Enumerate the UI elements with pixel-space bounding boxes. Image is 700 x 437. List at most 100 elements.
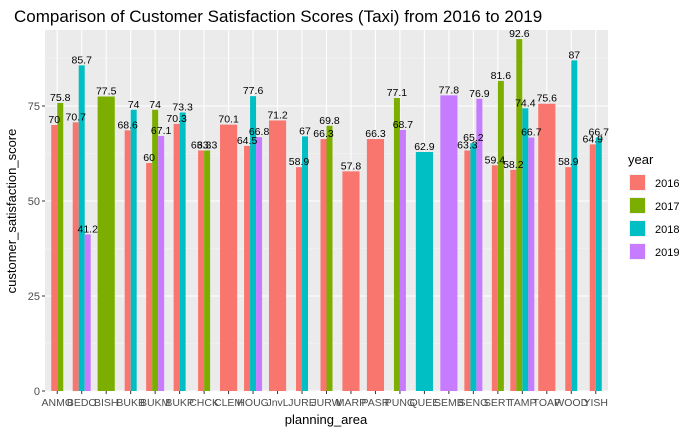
data-label: 66.8 (249, 126, 270, 138)
bar-CLEM-2016 (220, 124, 238, 392)
bar-BEDO-2016 (72, 122, 79, 391)
x-tick-label: JnvL (266, 397, 288, 409)
bar-WOOD-2018 (571, 60, 578, 392)
x-tick-label: SERT (484, 397, 512, 409)
bar-YISH-2016 (589, 144, 596, 391)
bar-SERT-2017 (497, 80, 504, 392)
y-axis: 0 25 50 75 (28, 101, 45, 398)
x-tick-label: QUEE (410, 397, 440, 409)
data-label: 75.6 (537, 93, 558, 105)
bar-HOUG-2019 (256, 137, 263, 391)
bar-BUKM-2017 (152, 109, 159, 392)
bar-SENG-2018 (470, 143, 477, 391)
legend: year 2016 2017 2018 2019 (628, 152, 679, 260)
x-tick-label: CLEM (214, 397, 243, 409)
data-label: 77.1 (387, 87, 408, 99)
bar-BISH-2017 (97, 96, 115, 391)
bar-PUNG-2019 (399, 129, 406, 391)
y-tick-label: 75 (28, 101, 40, 113)
data-label: 58.9 (289, 156, 310, 168)
bar-TAMP-2017 (516, 39, 523, 392)
bar-ANMO-2016 (51, 125, 58, 391)
bar-BEDO-2019 (84, 234, 91, 391)
data-label: 58.2 (503, 159, 524, 171)
data-label: 65.2 (463, 132, 484, 144)
bar-MARP-2016 (342, 171, 360, 391)
data-label: 87 (568, 49, 580, 61)
legend-key-2019 (630, 244, 645, 259)
bar-HOUG-2016 (244, 145, 251, 391)
data-label: 70.1 (218, 114, 239, 126)
data-label: 64.9 (583, 133, 604, 145)
legend-key-2018 (630, 221, 645, 236)
bar-BUKM-2019 (158, 136, 165, 391)
data-label: 58.9 (558, 156, 579, 168)
bar-QUEE-2018 (415, 151, 433, 391)
bar-TAMP-2019 (528, 137, 535, 391)
bar-SEMB-2019 (440, 95, 458, 392)
x-tick-label: HOUG (237, 397, 269, 409)
bar-JURE-2016 (296, 167, 303, 391)
x-tick-label: TOAP (533, 397, 561, 409)
x-tick-label: PASR (362, 397, 390, 409)
data-label: 59.4 (485, 154, 506, 166)
x-tick-label: BUKP (165, 397, 194, 409)
bar-JURE-2018 (302, 136, 309, 391)
data-label: 76.9 (469, 88, 490, 100)
data-label: 64.5 (237, 135, 258, 147)
x-tick-label: ANMO (41, 397, 73, 409)
legend-key-2017 (630, 198, 645, 213)
data-label: 66.3 (365, 128, 386, 140)
x-axis: ANMOBEDOBISHBUKBBUKMBUKPCHCKCLEMHOUGJnvL… (41, 391, 608, 409)
bar-SENG-2019 (476, 98, 483, 391)
data-label: 70.7 (65, 111, 86, 123)
x-tick-label: YISH (584, 397, 609, 409)
x-tick-label: CHCK (189, 397, 219, 409)
data-label: 73.3 (172, 101, 193, 113)
data-label: 92.6 (509, 28, 530, 40)
x-tick-label: SEMB (434, 397, 464, 409)
legend-label-2016: 2016 (655, 178, 679, 190)
data-label: 81.6 (491, 70, 512, 82)
legend-title: year (628, 152, 654, 167)
bar-HOUG-2018 (250, 96, 257, 392)
x-axis-title: planning_area (285, 412, 368, 427)
legend-label-2018: 2018 (655, 224, 679, 236)
data-label: 68.7 (393, 119, 414, 131)
bar-ANMO-2017 (57, 102, 64, 392)
bar-JURW-2017 (326, 125, 333, 391)
x-tick-label: SENG (458, 397, 488, 409)
x-tick-label: WOOD (554, 397, 588, 409)
bar-BEDO-2018 (78, 65, 85, 391)
data-label: 67 (299, 125, 311, 137)
bar-BUKP-2016 (173, 123, 180, 392)
y-axis-title: customer_satisfaction_score (4, 129, 19, 294)
bar-WOOD-2016 (565, 167, 572, 391)
data-label: 68.6 (117, 119, 138, 131)
legend-key-2016 (630, 175, 645, 190)
x-tick-label: TAMP (508, 397, 536, 409)
bar-TOAP-2016 (538, 103, 556, 391)
data-label: 77.5 (96, 86, 117, 98)
x-tick-label: BUKB (116, 397, 145, 409)
data-label: 62.9 (414, 141, 435, 153)
bar-PASR-2016 (366, 139, 385, 391)
bar-CHCK-2016 (198, 150, 205, 391)
bar-BUKP-2018 (179, 112, 186, 392)
y-tick-label: 25 (28, 291, 40, 303)
x-tick-label: PUNG (385, 397, 415, 409)
data-label: 57.8 (341, 160, 362, 172)
bar-BUKB-2018 (130, 109, 137, 392)
data-label: 74 (128, 99, 140, 111)
bar-JnvL-2016 (268, 120, 287, 391)
bar-TAMP-2018 (522, 108, 529, 391)
bar-YISH-2018 (595, 137, 602, 391)
legend-items: 2016 2017 2018 2019 (629, 174, 679, 260)
chart-title: Comparison of Customer Satisfaction Scor… (14, 7, 542, 26)
bar-JURW-2016 (320, 139, 327, 391)
y-tick-label: 50 (28, 196, 40, 208)
data-label: 41.2 (77, 223, 98, 235)
data-label: 67.1 (151, 125, 172, 137)
